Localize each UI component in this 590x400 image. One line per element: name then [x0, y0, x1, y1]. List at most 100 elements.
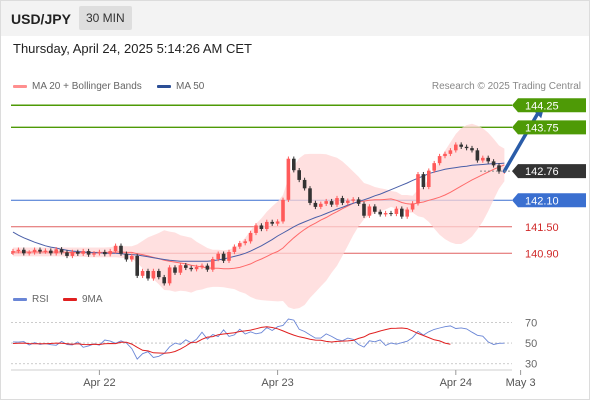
price-tag-label-resistance-2: 144.25 [525, 100, 559, 112]
ma20-legend-label: MA 20 + Bollinger Bands [32, 81, 142, 92]
candle-body [103, 251, 107, 255]
candle-body [319, 203, 323, 207]
candle-body [286, 158, 291, 200]
candle-body [238, 243, 242, 247]
candle-body [454, 144, 458, 151]
price-tag-pivot [512, 193, 586, 208]
candle-body [146, 270, 150, 279]
candle-body [383, 213, 388, 215]
price-tag-label-support-2: 140.90 [525, 248, 559, 260]
candle-body [340, 198, 345, 203]
price-tag-last-price [512, 164, 586, 179]
candle-body [162, 277, 166, 284]
candle-body [432, 163, 436, 171]
candle-body [448, 150, 453, 154]
timestamp: Thursday, April 24, 2025 5:14:26 AM CET [13, 41, 252, 56]
candle-body [405, 209, 409, 217]
candle-body [437, 156, 442, 164]
research-credit: Research © 2025 Trading Central [431, 81, 581, 92]
price-tag-label-pivot: 142.10 [525, 195, 559, 207]
candle-body [38, 249, 42, 252]
candle-body [211, 259, 215, 270]
price-tag-label-support-1: 141.50 [525, 222, 559, 234]
rsi-tick-30: 30 [525, 359, 537, 371]
time-axis-label: Apr 22 [83, 377, 115, 389]
candle-body [157, 270, 161, 278]
candle-body [443, 153, 447, 157]
rsi-swatch [13, 297, 27, 301]
candle-body [151, 270, 156, 279]
candle-body [243, 241, 247, 244]
ma20-swatch [13, 84, 27, 88]
rsi-line [12, 318, 505, 360]
header-bar: USD/JPY 30 MIN [0, 0, 590, 36]
legend-ma50: MA 50 [157, 81, 204, 92]
candle-body [81, 251, 85, 254]
candle-body [205, 265, 210, 270]
candle-body [254, 225, 258, 233]
candle-body [22, 249, 26, 254]
candle-body [275, 221, 280, 224]
candle-body [140, 270, 145, 276]
candle-body [421, 174, 426, 187]
candle-body [32, 249, 37, 253]
rsi-ma-line [12, 326, 451, 354]
candle-body [389, 213, 393, 215]
candle-body [302, 179, 307, 189]
candle-body [313, 202, 318, 207]
candle-body [416, 174, 420, 204]
candle-body [259, 225, 264, 229]
candle-body [373, 206, 377, 212]
rsi-legend-label: RSI [32, 294, 49, 305]
candle-body [292, 158, 296, 171]
candle-body [54, 249, 58, 254]
candle-body [362, 203, 366, 216]
candle-body [464, 146, 469, 149]
bollinger-band [13, 123, 505, 309]
candle-body [400, 208, 404, 217]
candle-body [135, 255, 139, 276]
time-axis-label: Apr 23 [261, 377, 293, 389]
candle-body [308, 188, 312, 203]
candle-body [108, 251, 112, 255]
candle-body [97, 251, 102, 254]
candle-body [475, 150, 480, 161]
candles [11, 142, 507, 286]
candle-body [119, 245, 123, 254]
candle-body [59, 249, 64, 253]
candle-body [346, 200, 350, 203]
candle-body [459, 144, 463, 147]
candle-body [491, 161, 496, 166]
candle-body [227, 251, 231, 261]
candle-body [297, 170, 301, 180]
time-axis-label: May 3 [506, 377, 536, 389]
forecast-arrow-shaft [502, 107, 542, 173]
candle-body [281, 199, 285, 222]
candle-body [486, 157, 490, 162]
candle-body [92, 253, 96, 255]
timeframe-button[interactable]: 30 MIN [79, 6, 132, 30]
candle-body [378, 211, 382, 215]
rsi-ma-legend-label: 9MA [82, 294, 103, 305]
candle-body [351, 199, 355, 201]
candle-body [27, 252, 31, 254]
candle-body [113, 245, 118, 252]
legend-rsi: RSI [13, 294, 49, 305]
candle-body [49, 250, 53, 254]
time-axis-label: Apr 24 [440, 377, 472, 389]
candle-body [200, 265, 204, 267]
price-tag-label-resistance-1: 143.75 [525, 122, 559, 134]
candle-body [11, 251, 15, 253]
candle-body [248, 232, 253, 242]
candle-body [43, 250, 48, 252]
candle-body [70, 251, 75, 256]
candle-body [427, 170, 431, 187]
candle-body [216, 253, 220, 260]
candle-body [232, 246, 237, 252]
candle-body [265, 221, 269, 229]
candle-body [356, 199, 361, 204]
rsi-tick-70: 70 [525, 317, 537, 329]
candle-body [130, 255, 134, 260]
candle-body [16, 249, 21, 252]
